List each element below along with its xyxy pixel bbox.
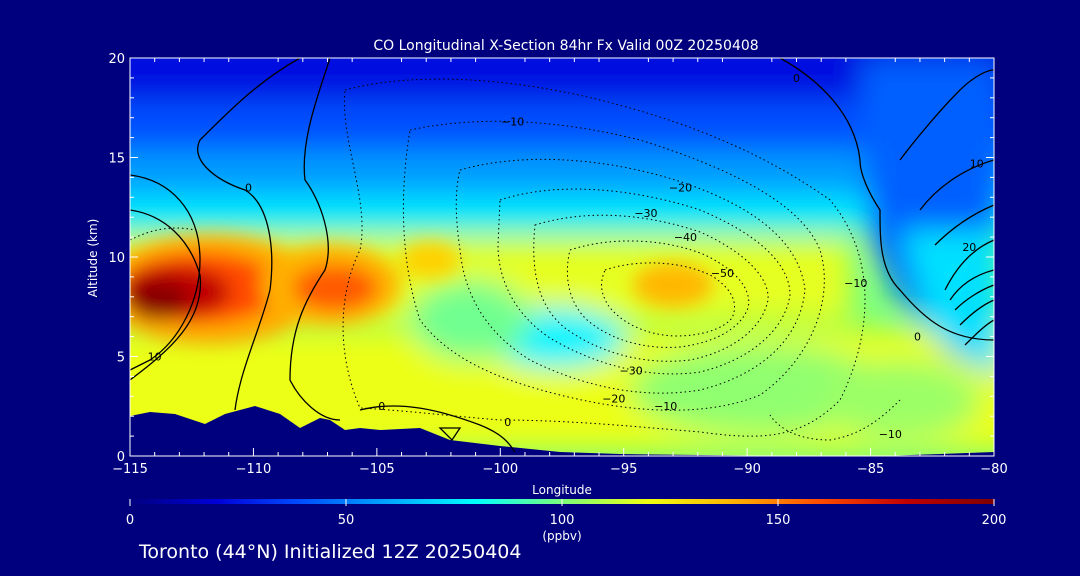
contour-labels: 0 −10 0 −20 −30 −40 −50 −30 −20 −10 −10 −10 10 0 0 0 10 2… [148, 72, 984, 441]
contour-label: −20 [602, 392, 625, 405]
x-tick-label: −80 [980, 462, 1007, 477]
contour-label: −10 [879, 428, 902, 441]
colorbar-tick-label: 200 [982, 513, 1007, 528]
y-axis-label: Altitude (km) [86, 219, 100, 298]
contour-label: 0 [793, 72, 800, 85]
x-tick-label: −85 [857, 462, 884, 477]
x-tick-label: −110 [236, 462, 272, 477]
y-tick-label: 20 [108, 52, 125, 67]
contour-label: −20 [669, 181, 692, 194]
contour-label: −40 [674, 231, 697, 244]
x-axis: −115 −110 −105 −100 −95 −90 −85 −80 [112, 58, 1008, 477]
y-tick-label: 0 [117, 450, 125, 465]
contour-label: −10 [844, 277, 867, 290]
terrain-mask [130, 406, 994, 456]
footer-info: Toronto (44°N) Initialized 12Z 20250404 [139, 541, 522, 563]
contour-label: −10 [654, 400, 677, 413]
contour-lines [130, 58, 994, 453]
contour-label: 20 [962, 241, 976, 254]
y-tick-label: 15 [108, 152, 125, 167]
contour-label: 0 [914, 331, 921, 344]
y-axis: 0 5 10 15 20 [108, 52, 994, 465]
contour-label: 0 [245, 181, 252, 194]
x-tick-label: −105 [359, 462, 395, 477]
colorbar-tick-label: 150 [766, 513, 791, 528]
x-tick-label: −115 [112, 462, 148, 477]
colorbar-tick-label: 50 [338, 513, 355, 528]
contour-label: −10 [501, 116, 524, 129]
x-tick-label: −100 [482, 462, 518, 477]
contour-label: −30 [634, 207, 657, 220]
heatmap-field [130, 58, 994, 456]
y-tick-label: 10 [108, 251, 125, 266]
colorbar-tick-label: 0 [126, 513, 134, 528]
negative-contours [130, 78, 901, 441]
contour-label: 0 [378, 400, 385, 413]
contour-label: 10 [970, 157, 984, 170]
colorbar-unit: (ppbv) [542, 529, 581, 543]
colorbar-ticks: 0 50 100 150 200 [126, 499, 1007, 528]
chart-title: CO Longitudinal X-Section 84hr Fx Valid … [373, 38, 758, 54]
contour-label: −30 [620, 364, 643, 377]
contour-label: −50 [711, 267, 734, 280]
x-tick-label: −90 [733, 462, 760, 477]
x-tick-label: −95 [610, 462, 637, 477]
contour-label: 10 [148, 350, 162, 363]
colorbar-tick-label: 100 [550, 513, 575, 528]
contour-label: 0 [504, 416, 511, 429]
y-tick-label: 5 [117, 351, 125, 366]
x-axis-label: Longitude [532, 483, 592, 497]
